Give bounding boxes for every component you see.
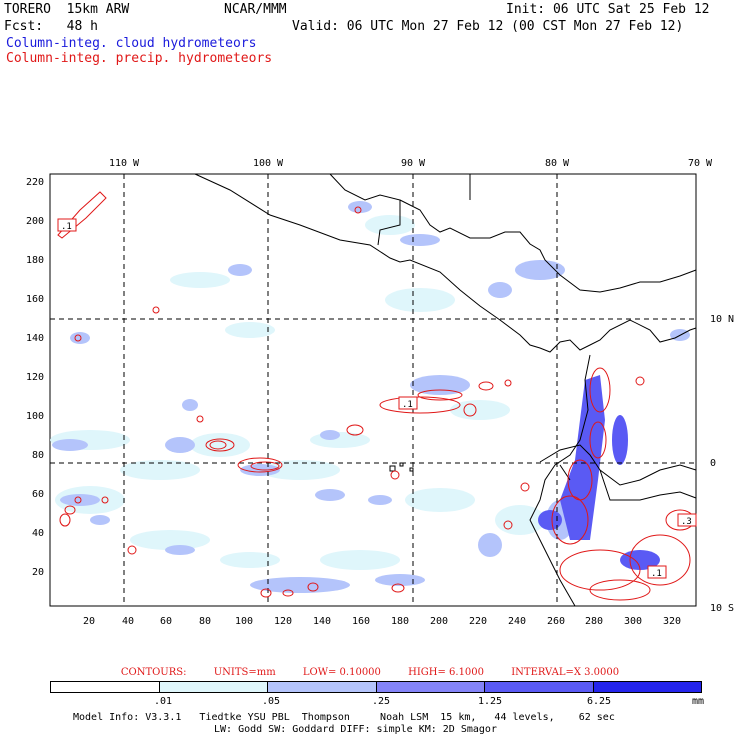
x-tick-label: 280 — [585, 616, 603, 627]
lat-label-0: 0 — [710, 458, 716, 469]
lat-label-10s: 10 S — [710, 603, 734, 614]
forecast-hour: Fcst: 48 h — [4, 19, 98, 34]
y-tick-label: 160 — [26, 294, 44, 305]
legend-swatch — [593, 682, 701, 692]
y-axis: 220 200 180 160 140 120 100 80 60 40 20 — [26, 177, 44, 578]
color-legend — [50, 681, 702, 693]
legend-swatch — [376, 682, 485, 692]
x-tick-label: 160 — [352, 616, 370, 627]
x-tick-label: 200 — [430, 616, 448, 627]
init-time: Init: 06 UTC Sat 25 Feb 12 — [506, 2, 710, 17]
contour-info-units: UNITS=mm — [213, 667, 276, 678]
model-title: TORERO 15km ARW — [4, 2, 130, 17]
x-tick-label: 260 — [547, 616, 565, 627]
x-tick-label: 100 — [235, 616, 253, 627]
y-tick-label: 80 — [32, 450, 44, 461]
lon-label-80w: 80 W — [545, 158, 570, 169]
contour-info-label: CONTOURS: — [120, 667, 187, 678]
lat-labels: 10 N 0 10 S — [710, 314, 734, 614]
contour-label-2: .1 — [402, 400, 413, 410]
lat-label-10n: 10 N — [710, 314, 734, 325]
x-tick-label: 220 — [469, 616, 487, 627]
precip-contours — [57, 191, 695, 601]
y-tick-label: 200 — [26, 216, 44, 227]
lon-label-70w: 70 W — [688, 158, 713, 169]
model-info: Model Info: V3.3.1 Tiedtke YSU PBL Thomp… — [73, 712, 615, 723]
x-tick-label: 60 — [160, 616, 172, 627]
x-tick-label: 180 — [391, 616, 409, 627]
org-label: NCAR/MMM — [224, 2, 287, 17]
x-tick-label: 240 — [508, 616, 526, 627]
x-axis: 20 40 60 80 100 120 140 160 180 200 220 … — [83, 616, 681, 627]
contour-info-low: LOW= 0.10000 — [302, 667, 381, 678]
contour-label-boxes: .1 .1 .1 .3 — [57, 218, 697, 579]
legend-tick: .05 — [262, 696, 281, 707]
contour-info: CONTOURS: UNITS=mm LOW= 0.10000 HIGH= 6.… — [0, 667, 740, 678]
y-tick-label: 60 — [32, 489, 44, 500]
contour-label-3: .1 — [651, 569, 662, 579]
legend-tick: .01 — [154, 696, 173, 707]
x-tick-label: 80 — [199, 616, 211, 627]
field-cloud-title: Column-integ. cloud hydrometeors — [6, 36, 257, 51]
lon-label-90w: 90 W — [401, 158, 426, 169]
y-tick-label: 140 — [26, 333, 44, 344]
x-tick-label: 300 — [624, 616, 642, 627]
y-tick-label: 40 — [32, 528, 44, 539]
x-tick-label: 120 — [274, 616, 292, 627]
legend-unit: mm — [692, 696, 705, 707]
legend-tick: 6.25 — [587, 696, 612, 707]
legend-swatch — [159, 682, 268, 692]
x-tick-label: 320 — [663, 616, 681, 627]
legend-tick: 1.25 — [478, 696, 503, 707]
cloud-hydrometeors-light — [50, 215, 545, 570]
y-tick-label: 20 — [32, 567, 44, 578]
legend-swatch — [485, 682, 594, 692]
y-tick-label: 100 — [26, 411, 44, 422]
legend-tick: .25 — [372, 696, 391, 707]
y-tick-label: 220 — [26, 177, 44, 188]
coastlines — [194, 173, 697, 607]
contour-label-1: .1 — [61, 222, 72, 232]
y-tick-label: 120 — [26, 372, 44, 383]
lon-label-100w: 100 W — [253, 158, 284, 169]
y-tick-label: 180 — [26, 255, 44, 266]
x-tick-label: 140 — [313, 616, 331, 627]
lon-label-110w: 110 W — [109, 158, 140, 169]
contour-label-4: .3 — [681, 517, 692, 527]
x-tick-label: 20 — [83, 616, 95, 627]
legend-swatch — [268, 682, 377, 692]
x-tick-label: 40 — [122, 616, 134, 627]
valid-time: Valid: 06 UTC Mon 27 Feb 12 (00 CST Mon … — [292, 19, 684, 34]
contour-info-high: HIGH= 6.1000 — [408, 667, 485, 678]
lat-lon-grid — [50, 174, 696, 606]
physics-info: LW: Godd SW: Goddard DIFF: simple KM: 2D… — [214, 724, 497, 735]
field-precip-title: Column-integ. precip. hydrometeors — [6, 51, 273, 66]
contour-info-interval: INTERVAL=X 3.0000 — [511, 667, 620, 678]
cloud-hydrometeors-heavy — [538, 375, 660, 570]
legend-swatch — [51, 682, 160, 692]
